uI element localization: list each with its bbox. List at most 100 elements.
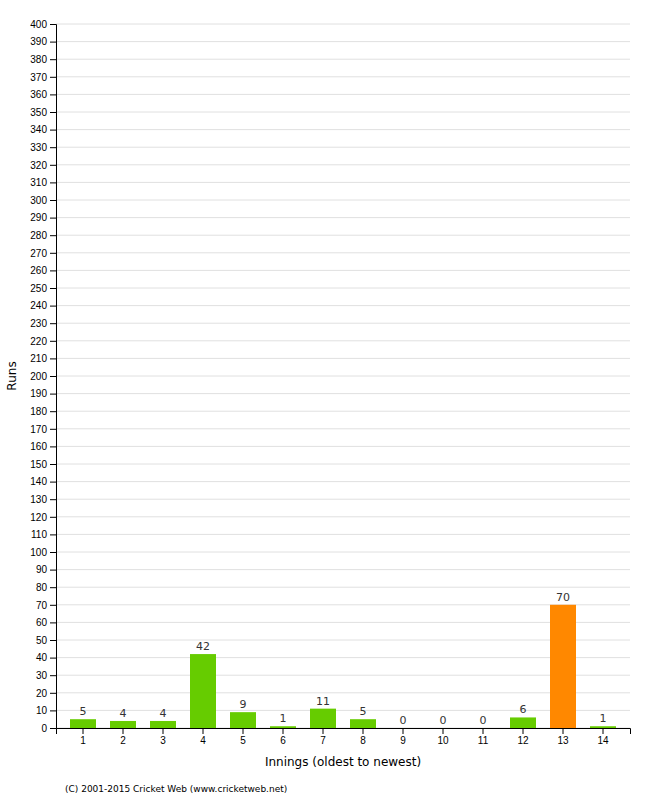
- grid-line: [56, 24, 630, 25]
- tick-label: 210: [30, 353, 47, 364]
- bar: [550, 605, 576, 728]
- tick: 340: [30, 124, 56, 135]
- tick: 11: [478, 728, 489, 746]
- tick-label: 190: [30, 388, 47, 399]
- tick-label: 110: [31, 529, 47, 540]
- tick-mark: [50, 658, 56, 659]
- tick-mark: [50, 482, 56, 483]
- tick: 230: [30, 318, 56, 329]
- bar: [350, 719, 376, 728]
- tick-mark: [50, 394, 56, 395]
- tick: 90: [36, 564, 56, 575]
- tick-mark: [50, 165, 56, 166]
- tick: 3: [160, 728, 166, 746]
- tick-label: 30: [36, 670, 48, 681]
- grid-line: [56, 94, 630, 95]
- tick-mark: [50, 376, 56, 377]
- tick-label: 80: [36, 582, 48, 593]
- tick-label: 140: [30, 476, 47, 487]
- data-label: 0: [400, 714, 407, 727]
- grid-line: [56, 710, 630, 711]
- data-label: 70: [556, 591, 570, 604]
- tick-mark: [50, 552, 56, 553]
- grid-line: [56, 692, 630, 693]
- tick: 110: [31, 529, 56, 540]
- tick-label: 240: [30, 300, 47, 311]
- grid-line: [56, 675, 630, 676]
- tick-label: 70: [36, 600, 48, 611]
- grid-line: [56, 393, 630, 394]
- tick-label: 14: [597, 735, 609, 746]
- bar: [190, 654, 216, 728]
- tick: 280: [30, 230, 56, 241]
- plot: 5444291115000670112345678910111213140102…: [30, 19, 630, 746]
- data-label: 5: [80, 705, 87, 718]
- bar: [430, 728, 456, 729]
- tick-mark: [50, 675, 56, 676]
- bar: [110, 721, 136, 728]
- tick: 40: [36, 652, 56, 663]
- tick-mark: [50, 517, 56, 518]
- tick: 250: [30, 283, 56, 294]
- tick-mark: [50, 728, 56, 729]
- bar: [590, 726, 616, 728]
- tick-label: 50: [36, 635, 48, 646]
- grid-line: [56, 147, 630, 148]
- grid-line: [56, 252, 630, 253]
- tick: 380: [30, 54, 56, 65]
- data-label: 6: [520, 703, 527, 716]
- grid-line: [56, 200, 630, 201]
- tick-label: 270: [30, 248, 47, 259]
- bar: [470, 728, 496, 729]
- tick: 370: [30, 72, 56, 83]
- tick: 5: [240, 728, 246, 746]
- data-label: 4: [160, 707, 167, 720]
- tick-mark: [50, 77, 56, 78]
- grid-line: [56, 587, 630, 588]
- grid-line: [56, 411, 630, 412]
- grid-line: [56, 428, 630, 429]
- tick: 190: [30, 388, 56, 399]
- tick-label: 120: [30, 512, 47, 523]
- tick-mark: [203, 728, 204, 734]
- tick-label: 400: [30, 19, 47, 30]
- tick-label: 260: [30, 265, 47, 276]
- tick: 260: [30, 265, 56, 276]
- tick: 180: [30, 406, 56, 417]
- tick: 10: [36, 705, 56, 716]
- tick-mark: [50, 235, 56, 236]
- tick-label: 2: [120, 735, 126, 746]
- tick: 80: [36, 582, 56, 593]
- tick: 6: [280, 728, 286, 746]
- tick-label: 1: [80, 735, 86, 746]
- tick-label: 130: [30, 494, 47, 505]
- tick-label: 12: [517, 735, 529, 746]
- tick: 170: [30, 424, 56, 435]
- tick-mark: [50, 306, 56, 307]
- grid-line: [56, 640, 630, 641]
- grid-line: [56, 76, 630, 77]
- grid-line: [56, 59, 630, 60]
- tick-label: 40: [36, 652, 48, 663]
- tick-mark: [83, 728, 84, 734]
- tick-mark: [50, 323, 56, 324]
- tick-label: 0: [41, 723, 47, 734]
- grid-line: [56, 323, 630, 324]
- tick-mark: [50, 587, 56, 588]
- tick: 7: [320, 728, 326, 746]
- tick-mark: [50, 341, 56, 342]
- grid-line: [56, 288, 630, 289]
- tick-mark: [50, 253, 56, 254]
- tick: 60: [36, 617, 56, 628]
- bar: [510, 717, 536, 728]
- tick: 14: [597, 728, 609, 746]
- tick-mark: [563, 728, 564, 734]
- grid-line: [56, 217, 630, 218]
- tick: 8: [360, 728, 366, 746]
- tick: 210: [30, 353, 56, 364]
- data-label: 1: [600, 712, 607, 725]
- tick-mark: [50, 147, 56, 148]
- tick: 120: [30, 512, 56, 523]
- bar: [70, 719, 96, 728]
- tick-mark: [123, 728, 124, 734]
